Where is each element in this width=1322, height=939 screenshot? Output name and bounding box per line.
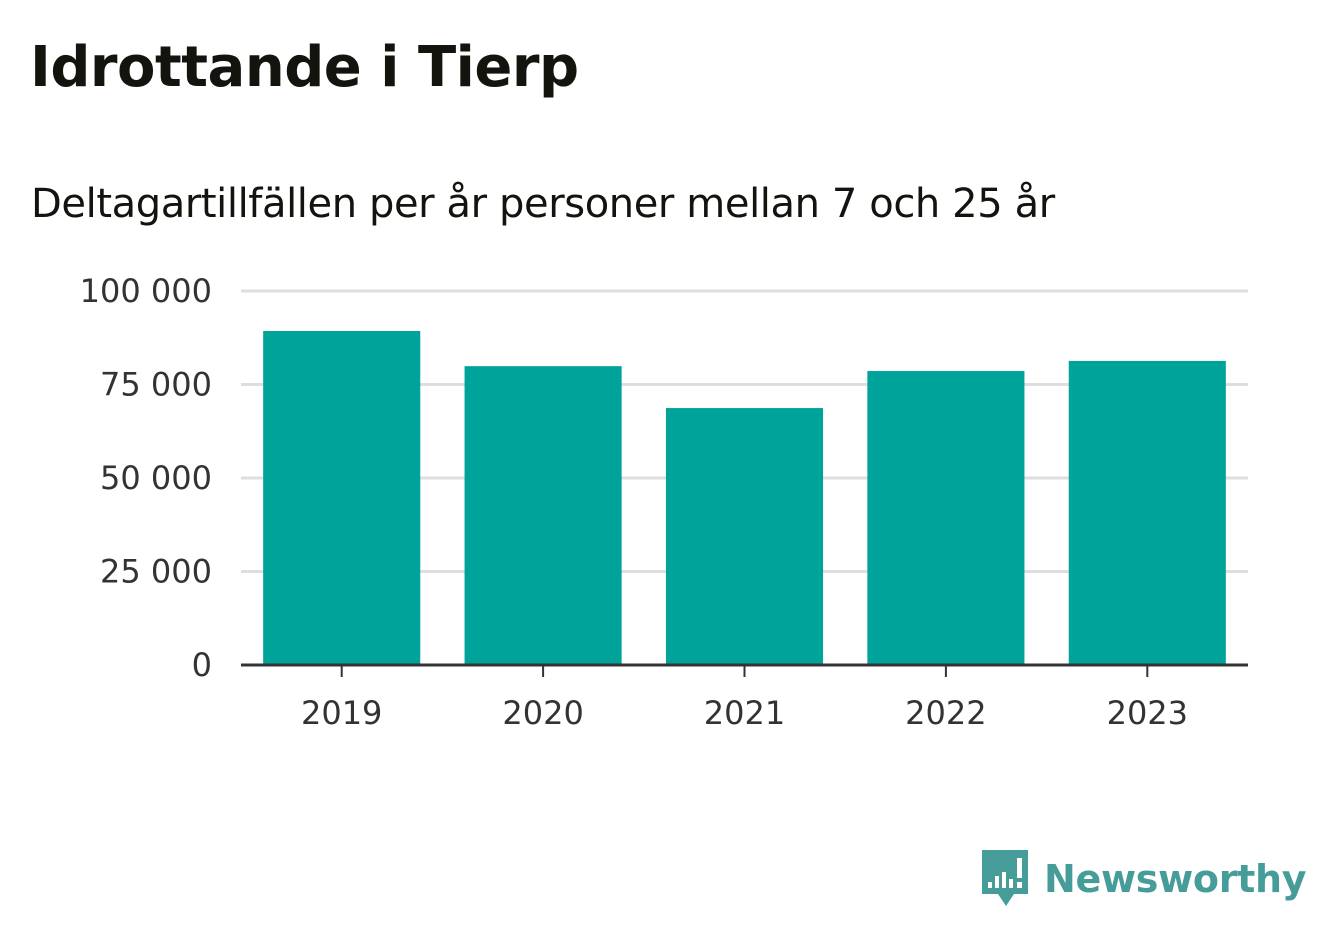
x-axis-labels: 2019 2020 2021 2022 2023 (301, 694, 1188, 732)
chart-subtitle: Deltagartillfällen per år personer mella… (31, 181, 1055, 227)
y-tick-label: 100 000 (80, 272, 212, 310)
y-tick-label: 25 000 (100, 553, 212, 591)
newsworthy-logo-icon (982, 850, 1028, 906)
bar-2019 (263, 331, 421, 665)
x-tick-label: 2020 (502, 694, 583, 732)
x-tick-label: 2019 (301, 694, 382, 732)
x-tick-label: 2021 (704, 694, 785, 732)
y-tick-label: 50 000 (100, 459, 212, 497)
y-axis-labels: 0 25 000 50 000 75 000 100 000 (80, 272, 212, 684)
bar-2020 (464, 366, 622, 665)
bar-2023 (1068, 360, 1226, 665)
brand-logo: Newsworthy (980, 848, 1307, 910)
x-axis (241, 663, 1248, 677)
bar-2021 (665, 408, 824, 665)
chart-title: Idrottande i Tierp (30, 35, 579, 100)
x-tick-label: 2022 (905, 694, 986, 732)
brand-name: Newsworthy (1044, 857, 1307, 901)
y-tick-label: 0 (192, 646, 212, 684)
x-tick-label: 2023 (1107, 694, 1188, 732)
bars (263, 331, 1226, 665)
y-tick-label: 75 000 (100, 366, 212, 404)
bar-2022 (867, 371, 1025, 665)
